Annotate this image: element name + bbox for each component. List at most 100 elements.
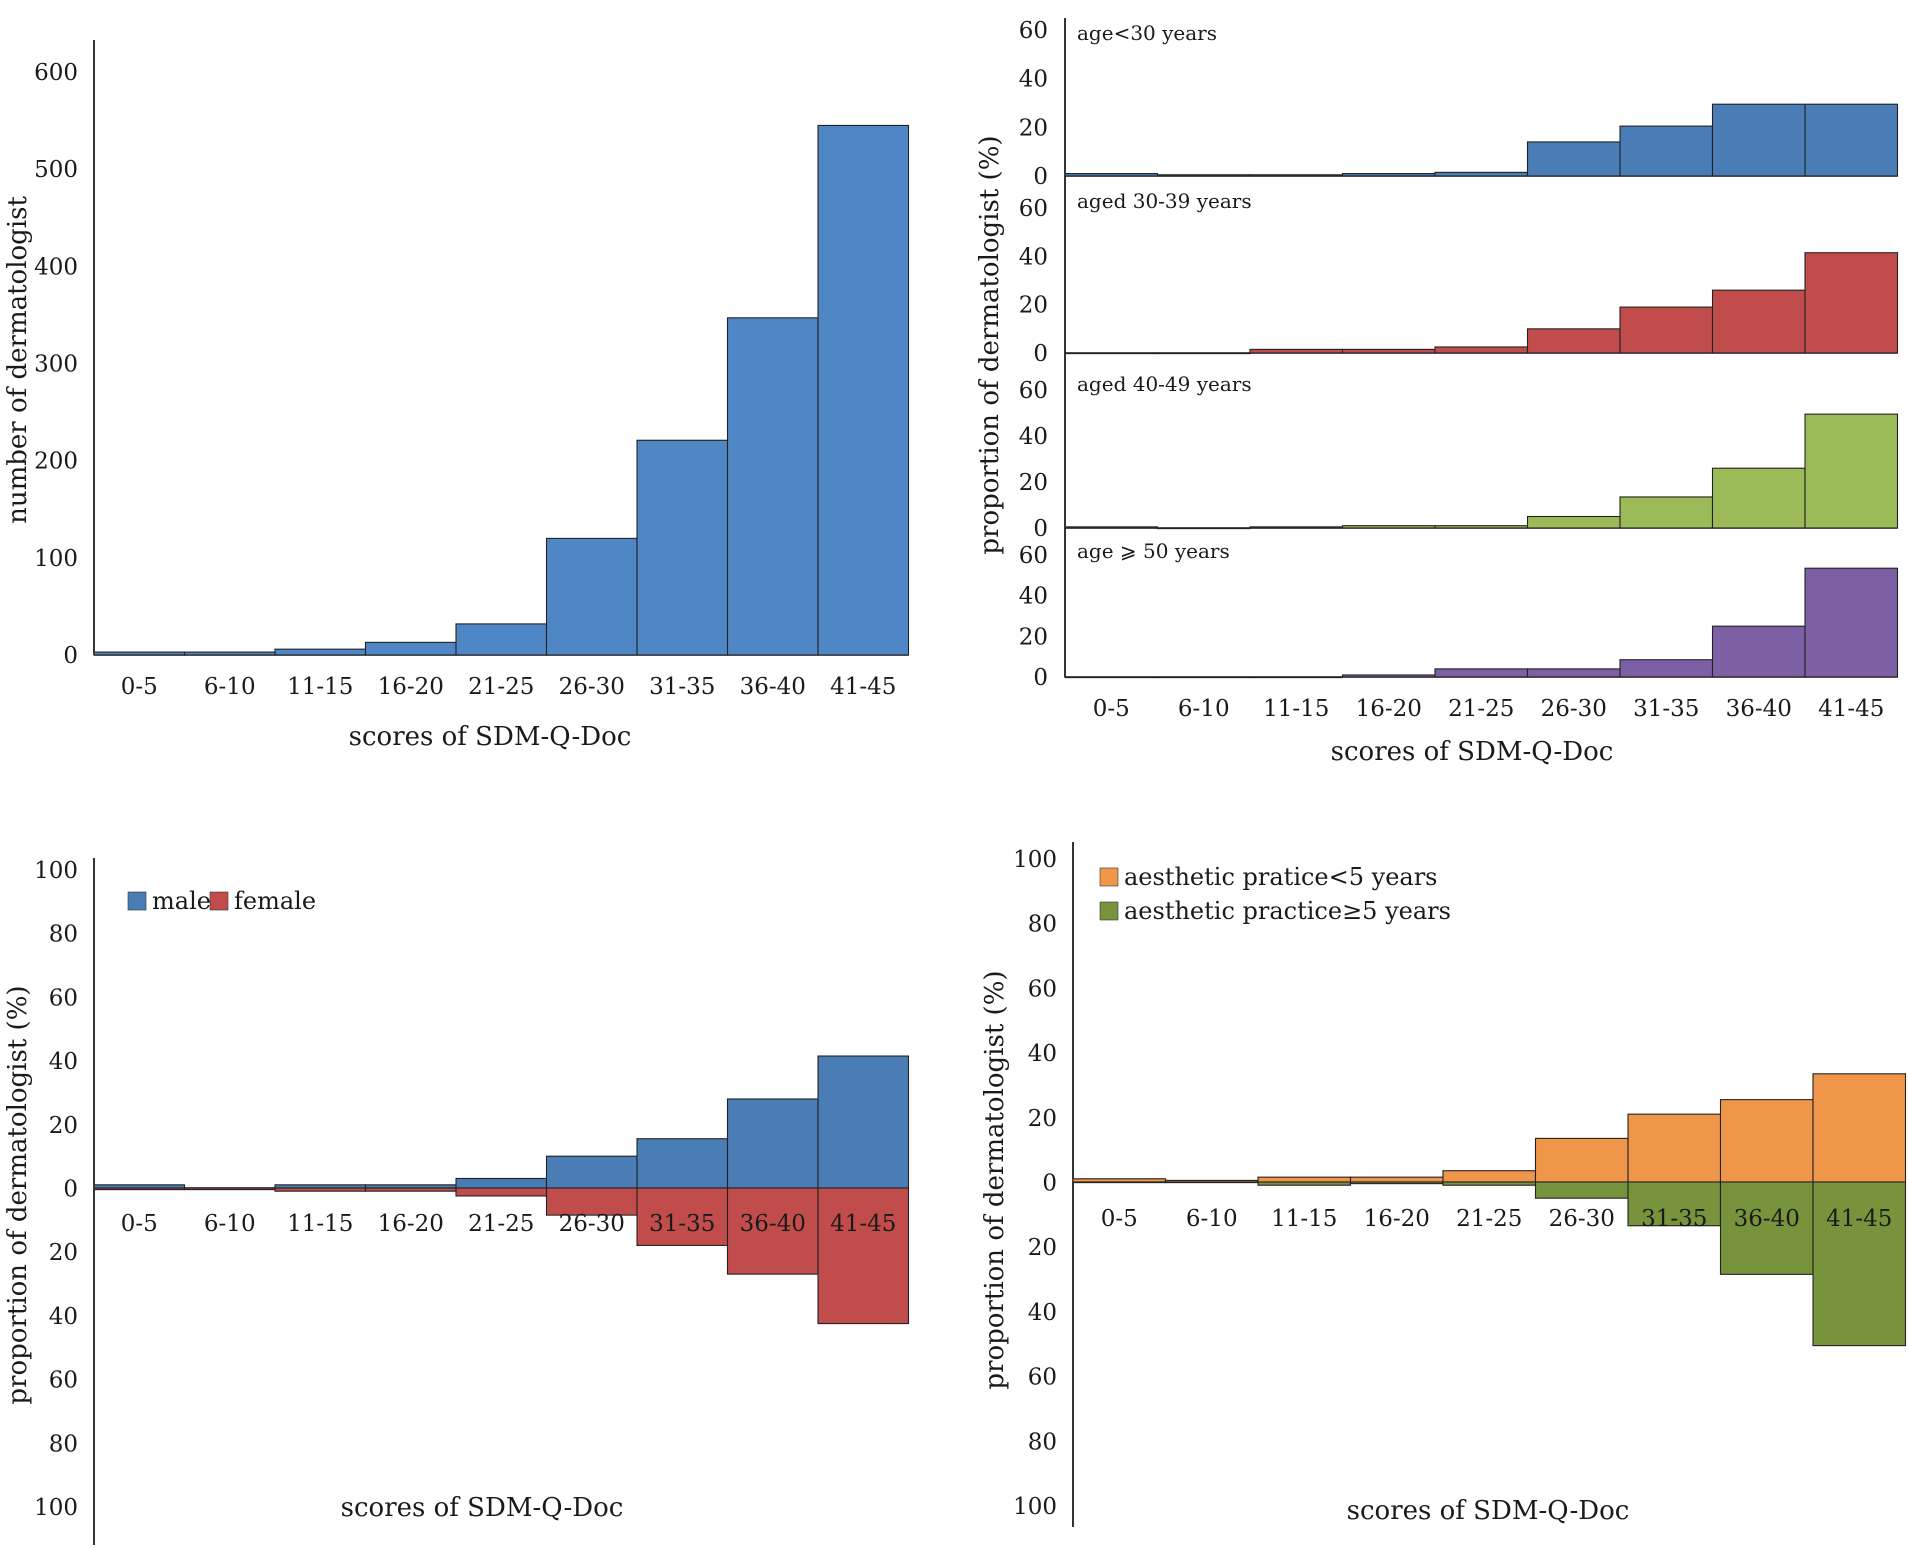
y-tick-label: 100	[34, 1495, 78, 1521]
y-tick-label: 0	[63, 643, 78, 669]
bar	[817, 124, 910, 656]
y-tick-label: 0	[1033, 665, 1048, 691]
bar-aesthetic	[1257, 1181, 1352, 1186]
bar	[1341, 348, 1436, 354]
x-tick-label: 0-5	[1093, 696, 1130, 722]
bar-female	[183, 1187, 276, 1191]
bar	[1249, 676, 1344, 679]
x-tick-label: 26-30	[559, 674, 625, 700]
y-tick-label: 60	[1019, 378, 1048, 404]
bar	[1341, 525, 1436, 529]
bar	[1619, 125, 1714, 177]
bar	[1619, 496, 1714, 529]
bar	[1711, 467, 1806, 529]
bar-aesthetic	[1072, 1181, 1167, 1184]
y-tick-label: 0	[63, 1177, 78, 1203]
panel-label: age<30 years	[1077, 21, 1217, 45]
y-tick-label: 40	[1028, 1041, 1057, 1067]
panel-label: aged 40-49 years	[1077, 372, 1252, 396]
legend-swatch	[1099, 867, 1119, 887]
y-tick-label: 40	[1019, 424, 1048, 450]
bar	[1156, 676, 1251, 679]
bar-female	[726, 1187, 819, 1275]
x-tick-label: 11-15	[287, 1211, 353, 1237]
x-tick-label: 11-15	[1263, 696, 1329, 722]
bar	[1064, 173, 1159, 177]
bar-aesthetic	[1627, 1181, 1722, 1227]
y-tick-label: 400	[34, 254, 78, 280]
x-axis-title: scores of SDM-Q-Doc	[349, 722, 632, 752]
bar-aesthetic	[1257, 1176, 1352, 1183]
y-tick-label: 40	[1019, 244, 1048, 270]
x-tick-label: 6-10	[1178, 696, 1230, 722]
y-tick-label: 40	[49, 1304, 78, 1330]
x-tick-label: 36-40	[740, 674, 806, 700]
y-tick-label: 20	[49, 1113, 78, 1139]
y-tick-label: 80	[49, 922, 78, 948]
x-tick-label: 31-35	[1633, 696, 1699, 722]
legend-label: female	[234, 887, 316, 915]
bar	[726, 317, 819, 656]
bar	[1711, 289, 1806, 354]
x-tick-label: 36-40	[740, 1211, 806, 1237]
bar-female	[817, 1187, 910, 1325]
bar	[1619, 659, 1714, 678]
x-tick-label: 6-10	[1186, 1206, 1238, 1232]
y-tick-label: 20	[1019, 115, 1048, 141]
bar	[1064, 676, 1159, 679]
x-tick-label: 16-20	[1364, 1206, 1430, 1232]
bar	[1711, 625, 1806, 678]
y-tick-label: 20	[49, 1240, 78, 1266]
bar-aesthetic	[1534, 1181, 1629, 1199]
y-tick-label: 600	[34, 60, 78, 86]
y-tick-label: 20	[1019, 624, 1048, 650]
x-axis-title: scores of SDM-Q-Doc	[341, 1493, 624, 1523]
bar-female	[274, 1187, 367, 1192]
chart-b-by-age: 0 20 40 60 age<30 years 0 20 40 60 aged 30-39 yea…	[975, 18, 1899, 767]
bar	[545, 537, 638, 656]
y-tick-label: 60	[49, 985, 78, 1011]
bar	[455, 623, 548, 656]
y-tick-label: 100	[1013, 1494, 1057, 1520]
legend-label: aesthetic pratice<5 years	[1124, 863, 1438, 891]
legend-label: aesthetic practice≥5 years	[1124, 897, 1451, 925]
y-tick-label: 60	[1019, 196, 1048, 222]
y-tick-label: 300	[34, 352, 78, 378]
bar	[1064, 352, 1159, 355]
bar	[1249, 348, 1344, 354]
bar-aesthetic	[1442, 1181, 1537, 1186]
y-axis-title: number of dermatologist	[3, 196, 33, 524]
y-tick-label: 20	[1028, 1235, 1057, 1261]
y-tick-label: 40	[1028, 1300, 1057, 1326]
y-tick-label: 0	[1033, 164, 1048, 190]
chart-d-by-practice: 100 80 60 40 20 0 20 40 60 80 100 0-5 6-10 11-15 16-20…	[980, 842, 1907, 1527]
bar-aesthetic	[1349, 1176, 1444, 1183]
y-tick-label: 60	[49, 1368, 78, 1394]
bar	[274, 648, 367, 656]
bar	[1064, 526, 1159, 529]
bar-female	[93, 1187, 186, 1191]
x-tick-label: 0-5	[1101, 1206, 1138, 1232]
y-tick-label: 20	[1019, 293, 1048, 319]
bar-female	[545, 1187, 638, 1216]
bar-female	[364, 1187, 457, 1192]
y-tick-label: 40	[49, 1049, 78, 1075]
bar	[364, 641, 457, 656]
x-tick-label: 6-10	[204, 1211, 256, 1237]
bar	[1526, 328, 1621, 354]
bar-female	[636, 1187, 729, 1246]
y-tick-label: 0	[1042, 1171, 1057, 1197]
y-tick-label: 20	[1028, 1106, 1057, 1132]
bar-aesthetic	[1627, 1113, 1722, 1183]
y-tick-label: 40	[1019, 584, 1048, 610]
x-tick-label: 31-35	[649, 1211, 715, 1237]
bar	[1434, 346, 1529, 354]
bar	[1619, 306, 1714, 354]
x-tick-label: 36-40	[1734, 1206, 1800, 1232]
bar-male	[636, 1138, 729, 1189]
y-tick-label: 100	[34, 858, 78, 884]
x-tick-label: 41-45	[1818, 696, 1884, 722]
x-tick-label: 11-15	[1271, 1206, 1337, 1232]
bar	[1156, 527, 1251, 530]
bar-aesthetic	[1442, 1170, 1537, 1183]
